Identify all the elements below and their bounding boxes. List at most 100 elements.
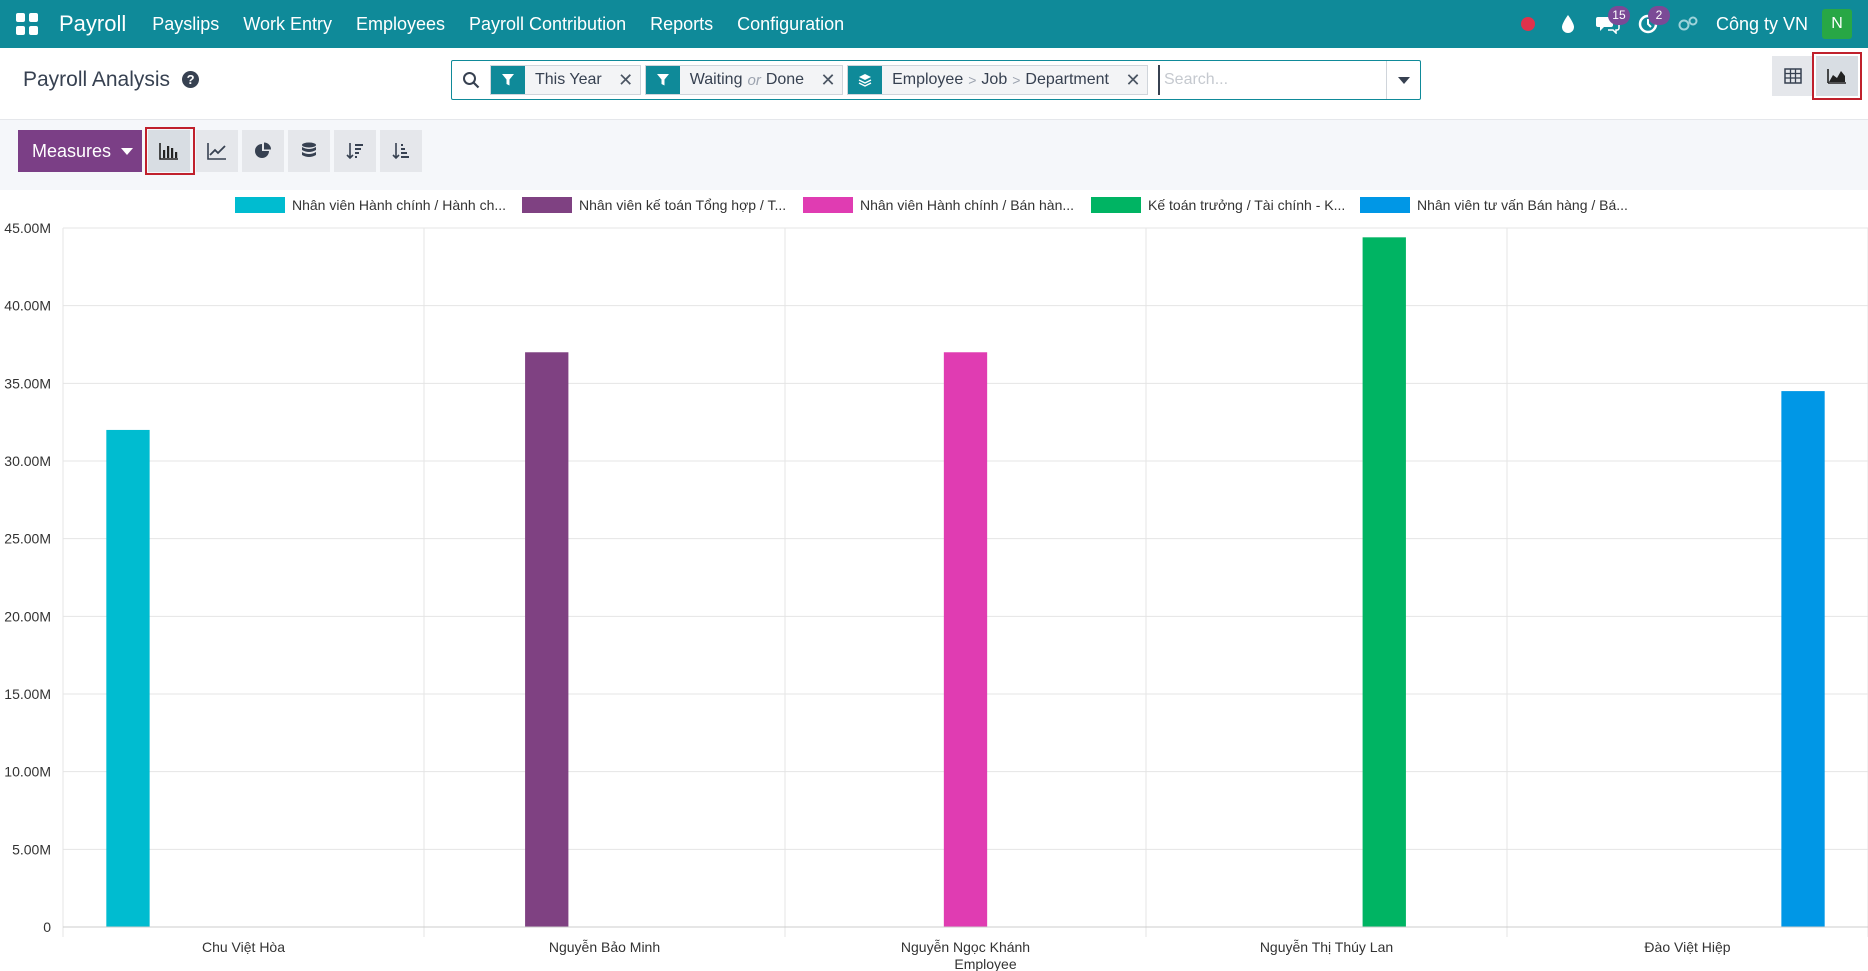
facet-value: This Year <box>525 66 612 94</box>
chevron-down-icon <box>1397 76 1410 84</box>
company-switch-icon[interactable] <box>1668 0 1708 48</box>
page-title-text: Payroll Analysis <box>23 68 171 91</box>
legend-item[interactable]: Nhân viên Hành chính / Bán hàn... <box>803 197 1074 213</box>
legend-item[interactable]: Nhân viên Hành chính / Hành ch... <box>235 197 506 213</box>
sort-ascending-icon <box>392 143 409 160</box>
menu-reports[interactable]: Reports <box>650 13 714 34</box>
measures-dropdown[interactable]: Measures <box>18 130 142 172</box>
search-bar: This Year ✕ Waiting or Done ✕ Employee >… <box>451 60 1421 100</box>
facet-arrow: > <box>1012 72 1021 88</box>
graph-view-button[interactable] <box>1812 52 1862 100</box>
control-panel: Payroll Analysis? This Year ✕ Waiting or… <box>0 48 1868 120</box>
drop-icon[interactable] <box>1548 0 1588 48</box>
bar[interactable] <box>943 352 988 927</box>
user-avatar[interactable]: N <box>1822 9 1852 39</box>
facet-value-text: Employee <box>892 71 964 88</box>
bar[interactable] <box>106 429 150 927</box>
graph-area: Nhân viên Hành chính / Hành ch... Nhân vi… <box>0 190 1868 971</box>
menu-configuration[interactable]: Configuration <box>737 13 845 34</box>
x-tick-label: Chu Việt Hòa <box>202 939 285 955</box>
x-tick-label: Đào Việt Hiệp <box>1644 939 1730 955</box>
legend-item[interactable]: Nhân viên tư vấn Bán hàng / Bá... <box>1360 197 1628 213</box>
messages-badge: 15 <box>1607 6 1630 25</box>
line-chart-button[interactable] <box>196 130 240 172</box>
y-tick-label: 5.00M <box>12 841 51 857</box>
search-input[interactable] <box>1158 65 1386 95</box>
view-switcher <box>1772 52 1862 100</box>
y-tick-label: 10.00M <box>4 764 51 780</box>
y-tick-label: 0 <box>43 919 51 935</box>
y-tick-label: 25.00M <box>4 531 51 547</box>
chevron-down-icon <box>121 147 134 155</box>
pie-chart-icon <box>255 142 271 158</box>
stacked-button[interactable] <box>288 130 332 172</box>
sort-descending-icon <box>346 143 363 160</box>
remove-facet-button[interactable]: ✕ <box>814 66 843 94</box>
search-options-toggle[interactable] <box>1386 61 1420 99</box>
remove-facet-button[interactable]: ✕ <box>611 66 640 94</box>
facet-value-text: Waiting <box>689 71 743 88</box>
legend-label: Kế toán trưởng / Tài chính - K... <box>1148 197 1346 213</box>
facet-groupby: Employee > Job > Department ✕ <box>847 65 1148 95</box>
legend-label: Nhân viên Hành chính / Bán hàn... <box>860 197 1075 213</box>
menu-payslips[interactable]: Payslips <box>152 13 220 34</box>
pivot-view-button[interactable] <box>1772 56 1814 96</box>
remove-facet-button[interactable]: ✕ <box>1119 66 1147 94</box>
bar-chart-button[interactable] <box>145 127 195 175</box>
pie-chart-button[interactable] <box>242 130 286 172</box>
facet-value-text: Job <box>981 71 1008 88</box>
bar[interactable] <box>1362 237 1406 927</box>
page-title: Payroll Analysis? <box>23 68 200 92</box>
area-chart-icon <box>1827 69 1846 84</box>
facet-status: Waiting or Done ✕ <box>644 65 844 95</box>
legend-label: Nhân viên kế toán Tổng hợp / T... <box>579 197 787 213</box>
bar[interactable] <box>525 352 569 927</box>
measures-label: Measures <box>32 140 112 161</box>
navbar-systray: 15 2 Công ty VN N <box>1508 0 1852 48</box>
legend-item[interactable]: Kế toán trưởng / Tài chính - K... <box>1091 197 1345 213</box>
y-tick-label: 35.00M <box>4 375 51 391</box>
menu-payroll-contribution[interactable]: Payroll Contribution <box>469 13 627 34</box>
sort-descending-button[interactable] <box>334 130 378 172</box>
help-icon[interactable]: ? <box>182 71 200 88</box>
facet-value: Waiting or Done <box>679 66 815 94</box>
x-tick-label: Nguyễn Ngọc Khánh <box>901 939 1030 955</box>
x-tick-label: Nguyễn Thị Thúy Lan <box>1260 939 1393 955</box>
legend-item[interactable]: Nhân viên kế toán Tổng hợp / T... <box>522 197 786 213</box>
legend-swatch <box>803 197 853 213</box>
line-chart-icon <box>207 143 226 160</box>
facet-this-year: This Year ✕ <box>490 65 641 95</box>
filter-icon <box>645 66 680 94</box>
menu-employees[interactable]: Employees <box>355 13 446 34</box>
group-by-icon <box>848 66 883 94</box>
menu-work-entry[interactable]: Work Entry <box>243 13 332 34</box>
x-axis-title: Employee <box>954 956 1016 971</box>
facet-separator: or <box>747 71 761 89</box>
legend-swatch <box>522 197 572 213</box>
legend-label: Nhân viên Hành chính / Hành ch... <box>292 197 507 213</box>
y-tick-label: 30.00M <box>4 453 51 469</box>
y-tick-label: 40.00M <box>4 298 51 314</box>
activities-icon[interactable]: 2 <box>1628 0 1670 48</box>
facet-value-text: Department <box>1025 71 1109 88</box>
status-dot-icon[interactable] <box>1508 0 1548 48</box>
legend-swatch <box>1360 197 1410 213</box>
y-tick-label: 45.00M <box>4 220 51 236</box>
y-tick-label: 20.00M <box>4 608 51 624</box>
legend-swatch <box>235 197 285 213</box>
y-tick-label: 15.00M <box>4 686 51 702</box>
search-icon[interactable] <box>452 61 490 99</box>
bar[interactable] <box>1781 391 1825 928</box>
sort-ascending-button[interactable] <box>380 130 424 172</box>
bar-chart-icon <box>159 143 178 160</box>
activities-badge: 2 <box>1647 6 1670 25</box>
table-icon <box>1784 68 1802 84</box>
legend-label: Nhân viên tư vấn Bán hàng / Bá... <box>1417 197 1628 213</box>
messages-icon[interactable]: 15 <box>1588 0 1630 48</box>
filter-icon <box>491 66 525 94</box>
bar-chart: 0 5.00M 10.00M 15.00M 20.00M 25.00M 30.00M 35.0… <box>4 220 1868 971</box>
facet-arrow: > <box>968 72 977 88</box>
app-menu-icon[interactable] <box>16 13 38 35</box>
company-name[interactable]: Công ty VN <box>1715 13 1808 34</box>
app-brand[interactable]: Payroll <box>59 11 127 36</box>
